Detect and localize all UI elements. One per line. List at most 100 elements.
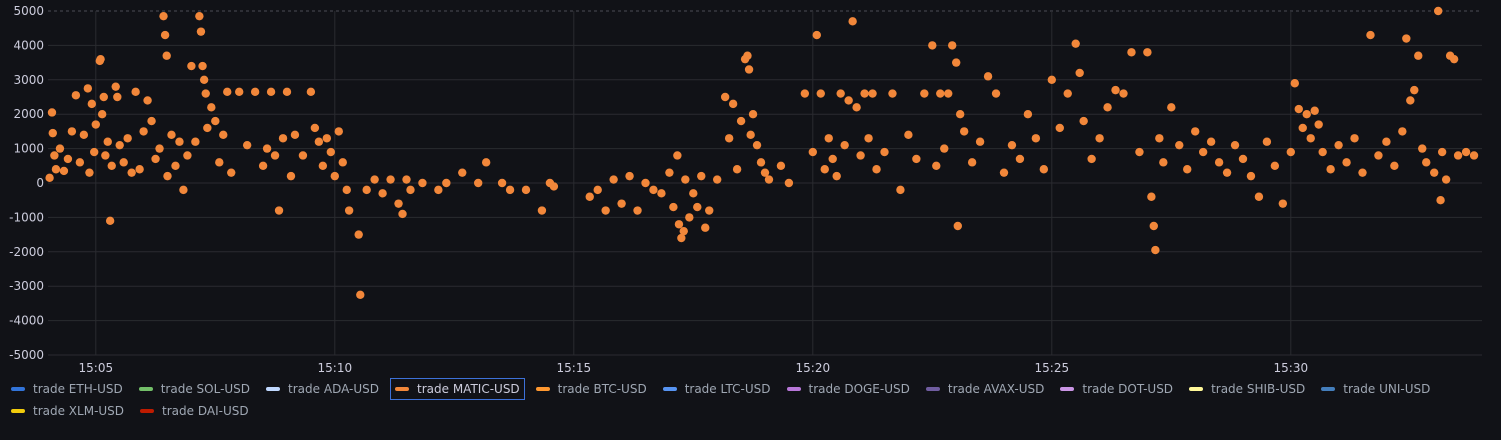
scatter-point[interactable] [625,171,634,181]
scatter-point[interactable] [187,61,196,71]
scatter-point[interactable] [51,165,61,174]
scatter-point[interactable] [824,134,833,143]
scatter-point[interactable] [1079,116,1088,126]
scatter-point[interactable] [868,89,877,98]
scatter-point[interactable] [198,61,207,71]
scatter-point[interactable] [860,89,869,98]
scatter-point[interactable] [378,189,387,198]
scatter-point[interactable] [474,178,483,188]
scatter-point[interactable] [836,89,845,98]
scatter-point[interactable] [175,137,184,146]
scatter-point[interactable] [633,206,642,215]
scatter-point[interactable] [50,151,59,160]
scatter-point[interactable] [306,87,316,97]
scatter-point[interactable] [1469,151,1479,160]
scatter-point[interactable] [262,144,272,153]
scatter-point[interactable] [1262,137,1272,146]
scatter-point[interactable] [1246,171,1256,181]
scatter-point[interactable] [1326,165,1335,174]
scatter-point[interactable] [593,185,602,195]
scatter-point[interactable] [800,89,810,98]
scatter-point[interactable] [1149,221,1158,231]
scatter-point[interactable] [119,158,128,167]
scatter-point[interactable] [111,82,120,91]
scatter-point[interactable] [151,154,160,164]
scatter-point[interactable] [330,171,339,181]
scatter-point[interactable] [1175,140,1184,150]
scatter-point[interactable] [609,175,618,184]
scatter-point[interactable] [952,58,961,67]
scatter-point[interactable] [201,89,210,98]
scatter-point[interactable] [199,75,209,85]
legend-item[interactable]: trade UNI-USD [1316,378,1435,400]
scatter-point[interactable] [458,168,467,177]
scatter-point[interactable] [1183,165,1192,174]
scatter-point[interactable] [713,175,722,184]
scatter-point[interactable] [1206,137,1216,146]
scatter-point[interactable] [107,161,116,170]
scatter-point[interactable] [163,171,172,181]
legend-item[interactable]: trade XLM-USD [6,400,129,422]
scatter-point[interactable] [724,134,734,143]
scatter-point[interactable] [932,161,941,170]
scatter-point[interactable] [219,130,228,140]
scatter-point[interactable] [1374,151,1383,160]
scatter-point[interactable] [1007,140,1017,150]
scatter-point[interactable] [764,175,774,184]
scatter-point[interactable] [87,99,97,109]
scatter-point[interactable] [235,87,244,97]
scatter-point[interactable] [67,127,77,136]
scatter-point[interactable] [808,147,817,157]
scatter-point[interactable] [370,175,379,184]
scatter-point[interactable] [356,290,365,299]
scatter-point[interactable] [113,92,122,102]
scatter-point[interactable] [162,51,171,60]
scatter-point[interactable] [47,108,57,117]
scatter-point[interactable] [63,154,73,164]
scatter-point[interactable] [832,171,841,181]
scatter-point[interactable] [746,130,755,140]
scatter-point[interactable] [90,147,99,157]
scatter-point[interactable] [442,178,451,188]
scatter-point[interactable] [139,127,148,136]
scatter-point[interactable] [521,185,531,195]
scatter-point[interactable] [701,223,710,232]
scatter-point[interactable] [812,30,821,40]
scatter-point[interactable] [101,151,110,160]
scatter-point[interactable] [167,130,176,140]
scatter-point[interactable] [48,128,57,138]
scatter-point[interactable] [386,175,395,184]
scatter-point[interactable] [85,168,94,177]
scatter-point[interactable] [1310,106,1319,115]
scatter-point[interactable] [1306,134,1315,143]
scatter-point[interactable] [1127,48,1136,57]
scatter-point[interactable] [896,185,905,195]
scatter-point[interactable] [1433,6,1443,16]
scatter-point[interactable] [322,134,332,143]
scatter-point[interactable] [601,206,610,215]
scatter-point[interactable] [928,41,937,50]
legend-item[interactable]: trade DAI-USD [135,400,254,422]
scatter-point[interactable] [999,168,1009,177]
scatter-point[interactable] [1198,147,1208,157]
scatter-point[interactable] [290,130,300,140]
scatter-point[interactable] [398,209,407,219]
scatter-point[interactable] [1015,154,1025,164]
scatter-point[interactable] [481,158,491,167]
scatter-point[interactable] [1342,158,1351,167]
scatter-point[interactable] [880,147,889,157]
scatter-point[interactable] [1436,196,1445,205]
scatter-point[interactable] [641,178,650,188]
scatter-point[interactable] [274,206,284,215]
scatter-point[interactable] [1075,68,1084,78]
scatter-point[interactable] [665,168,674,177]
scatter-point[interactable] [505,185,515,195]
scatter-point[interactable] [1430,168,1439,177]
scatter-point[interactable] [1350,134,1359,143]
scatter-point[interactable] [75,158,85,167]
scatter-point[interactable] [242,140,252,150]
scatter-point[interactable] [211,116,220,126]
scatter-point[interactable] [848,17,857,26]
scatter-point[interactable] [1031,134,1041,143]
scatter-point[interactable] [1047,75,1057,85]
